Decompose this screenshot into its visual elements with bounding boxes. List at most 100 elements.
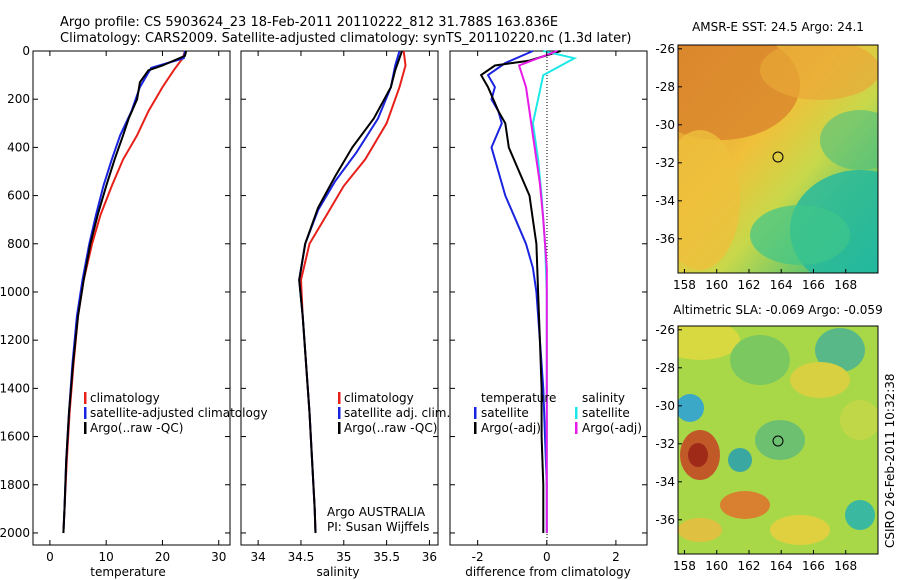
legend-label-climatology: climatology: [90, 391, 160, 405]
y-tick-label: 1600: [0, 430, 30, 444]
legend-swatch-argo: [84, 422, 87, 434]
legend-label-sal-satellite: satellite: [582, 406, 630, 420]
series-line-2: [298, 50, 403, 534]
map-x-tick-label: 166: [802, 278, 825, 292]
difference-legend: temperature satellite Argo(-adj) salinit…: [474, 391, 642, 435]
temperature-axes-frame: [32, 50, 231, 546]
sla-argo-marker: [772, 435, 784, 447]
legend-swatch-argo: [338, 422, 341, 434]
series-line-0: [486, 50, 548, 533]
legend-swatch-satellite: [84, 407, 87, 419]
sst-map-frame: [677, 44, 879, 274]
x-tick-label: 20: [155, 550, 170, 564]
salinity-panel: 34 34.5 35 35.5 36 salinity climatology sate…: [240, 50, 450, 579]
x-tick-label: 34.5: [288, 550, 315, 564]
legend-label-climatology: climatology: [344, 391, 414, 405]
legend-swatch-climatology: [84, 392, 87, 404]
series-line-0: [299, 50, 407, 534]
x-tick-label: 2: [612, 550, 620, 564]
map-y-tick-label: -26: [655, 42, 675, 56]
x-tick-label: 30: [211, 550, 226, 564]
series-line-1: [479, 50, 561, 533]
y-tick-label: 400: [7, 140, 30, 154]
y-tick-label: 1000: [0, 285, 30, 299]
sla-map-panel: Altimetric SLA: -0.069 Argo: -0.059 158 1…: [655, 303, 882, 573]
y-tick-label: 600: [7, 189, 30, 203]
legend-swatch-climatology: [338, 392, 341, 404]
map-y-tick-label: -34: [655, 194, 675, 208]
y-tick-label: 1400: [0, 381, 30, 395]
series-line-3: [517, 50, 558, 533]
difference-axes-frame: [449, 50, 648, 546]
map-y-tick-label: -28: [655, 80, 675, 94]
map-y-tick-label: -32: [655, 156, 675, 170]
map-x-tick-label: 162: [738, 559, 761, 573]
map-y-tick-label: -32: [655, 437, 675, 451]
temperature-legend: climatology satellite-adjusted climatolo…: [84, 391, 268, 435]
y-tick-label: 200: [7, 92, 30, 106]
map-y-tick-label: -30: [655, 399, 675, 413]
map-y-tick-label: -34: [655, 475, 675, 489]
map-y-tick-label: -30: [655, 118, 675, 132]
map-x-tick-label: 160: [705, 278, 728, 292]
sla-map-title: Altimetric SLA: -0.069 Argo: -0.059: [673, 303, 882, 317]
map-x-tick-label: 164: [770, 278, 793, 292]
map-x-tick-label: 162: [738, 278, 761, 292]
y-tick-label: 1200: [0, 333, 30, 347]
map-x-tick-label: 158: [673, 559, 696, 573]
map-y-tick-label: -26: [655, 323, 675, 337]
map-x-tick-label: 168: [834, 278, 857, 292]
legend-header-temperature: temperature: [481, 391, 556, 405]
x-tick-label: 10: [99, 550, 114, 564]
y-tick-label: 2000: [0, 526, 30, 540]
salinity-axes-frame: [240, 50, 439, 546]
difference-panel: -2 0 2 difference from climatology tempera…: [449, 50, 648, 579]
legend-label-argo: Argo(..raw -QC): [344, 421, 437, 435]
sst-map-panel: AMSR-E SST: 24.5 Argo: 24.1 158 160 162 164…: [655, 20, 879, 292]
series-line-1: [298, 50, 401, 534]
y-tick-label: 0: [22, 44, 30, 58]
map-x-tick-label: 158: [673, 278, 696, 292]
temperature-panel: 0 10 20 30 0 200 400 600 800 1000 1200 1400 1600 180…: [0, 44, 268, 579]
x-tick-label: 36: [422, 550, 437, 564]
y-tick-label: 1800: [0, 478, 30, 492]
sla-heatmap: [678, 326, 878, 554]
legend-label-satellite: satellite adj. clim.: [344, 406, 450, 420]
map-x-tick-label: 160: [705, 559, 728, 573]
pi-label: PI: Susan Wijffels: [327, 520, 429, 534]
x-tick-label: 35: [336, 550, 351, 564]
credit-label: Argo AUSTRALIA: [327, 505, 426, 519]
legend-label-temp-satellite: satellite: [481, 406, 529, 420]
legend-swatch-temp-satellite: [474, 407, 477, 419]
sst-argo-marker: [772, 151, 784, 163]
figure-title-line2: Climatology: CARS2009. Satellite-adjuste…: [60, 31, 632, 46]
legend-label-satellite: satellite-adjusted climatology: [90, 406, 268, 420]
salinity-legend: climatology satellite adj. clim. Argo(..…: [338, 391, 450, 435]
figure-title-line1: Argo profile: CS 5903624_23 18-Feb-2011 …: [60, 15, 558, 30]
difference-xlabel: difference from climatology: [465, 565, 631, 579]
legend-label-sal-argo: Argo(-adj): [582, 421, 642, 435]
series-line-2: [531, 50, 578, 533]
x-tick-label: -2: [472, 550, 484, 564]
y-tick-label: 800: [7, 237, 30, 251]
map-x-tick-label: 166: [802, 559, 825, 573]
sst-map-title: AMSR-E SST: 24.5 Argo: 24.1: [692, 20, 864, 34]
salinity-xlabel: salinity: [316, 565, 359, 579]
temperature-xlabel: temperature: [90, 565, 165, 579]
x-tick-label: 35.5: [373, 550, 400, 564]
sst-heatmap: [678, 45, 878, 273]
x-tick-label: 34: [250, 550, 265, 564]
legend-label-argo: Argo(..raw -QC): [90, 421, 183, 435]
timestamp-label: CSIRO 26-Feb-2011 10:32:38: [883, 373, 897, 548]
legend-header-salinity: salinity: [582, 391, 625, 405]
x-tick-label: 0: [46, 550, 54, 564]
series-line-2: [62, 50, 188, 534]
legend-swatch-sal-satellite: [575, 407, 578, 419]
legend-swatch-temp-argo: [474, 422, 477, 434]
legend-label-temp-argo: Argo(-adj): [481, 421, 541, 435]
x-tick-label: 0: [543, 550, 551, 564]
sla-map-frame: [677, 325, 879, 555]
map-x-tick-label: 164: [770, 559, 793, 573]
legend-swatch-sal-argo: [575, 422, 578, 434]
